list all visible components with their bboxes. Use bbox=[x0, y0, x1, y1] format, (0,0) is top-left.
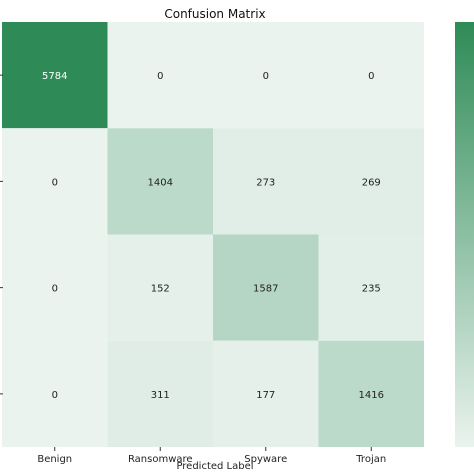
cell-value-label: 1416 bbox=[359, 390, 384, 401]
colorbar bbox=[455, 22, 474, 447]
heatmap-cell bbox=[107, 22, 213, 129]
heatmap-cell bbox=[213, 128, 319, 235]
heatmap-cell bbox=[213, 22, 319, 129]
heatmap-cell bbox=[107, 340, 213, 447]
chart-title: Confusion Matrix bbox=[164, 7, 265, 21]
cell-value-label: 0 bbox=[52, 284, 58, 295]
cell-value-label: 235 bbox=[362, 284, 381, 295]
heatmap-cell bbox=[2, 234, 108, 341]
cell-value-label: 311 bbox=[151, 390, 170, 401]
x-tick-label: Ransomware bbox=[128, 454, 193, 465]
cell-value-label: 0 bbox=[52, 177, 58, 188]
x-axis-label: Predicted Label bbox=[176, 461, 253, 472]
heatmap-cell bbox=[213, 234, 319, 341]
heatmap-cells: 5784 0 0 0 0 1404 273 269 0 152 1587 235 0 311 177 1416 bbox=[2, 22, 424, 447]
cell-value-label: 0 bbox=[368, 71, 374, 82]
cell-value-label: 1404 bbox=[148, 177, 173, 188]
cell-value-label: 5784 bbox=[42, 71, 67, 82]
cell-value-label: 273 bbox=[256, 177, 275, 188]
heatmap-cell bbox=[318, 340, 424, 447]
heatmap-cell bbox=[2, 22, 108, 129]
cell-value-label: 177 bbox=[256, 390, 275, 401]
heatmap-cell bbox=[318, 234, 424, 341]
heatmap-cell bbox=[213, 340, 319, 447]
cell-value-label: 1587 bbox=[253, 284, 278, 295]
cell-value-label: 0 bbox=[52, 390, 58, 401]
heatmap-cell bbox=[318, 128, 424, 235]
axis-ticks: Benign Ransomware Spyware Trojan bbox=[0, 74, 386, 465]
x-tick-label: Benign bbox=[37, 454, 72, 465]
heatmap-cell bbox=[2, 340, 108, 447]
cell-value-label: 0 bbox=[157, 71, 163, 82]
heatmap-cell bbox=[107, 234, 213, 341]
heatmap-cell bbox=[2, 128, 108, 235]
x-tick-label: Spyware bbox=[244, 454, 287, 465]
heatmap-cell bbox=[318, 22, 424, 129]
colorbar-gradient bbox=[455, 22, 474, 447]
cell-value-label: 269 bbox=[362, 177, 381, 188]
cell-value-label: 0 bbox=[263, 71, 269, 82]
heatmap-cell bbox=[107, 128, 213, 235]
x-tick-label: Trojan bbox=[355, 454, 386, 465]
cell-value-label: 152 bbox=[151, 284, 170, 295]
